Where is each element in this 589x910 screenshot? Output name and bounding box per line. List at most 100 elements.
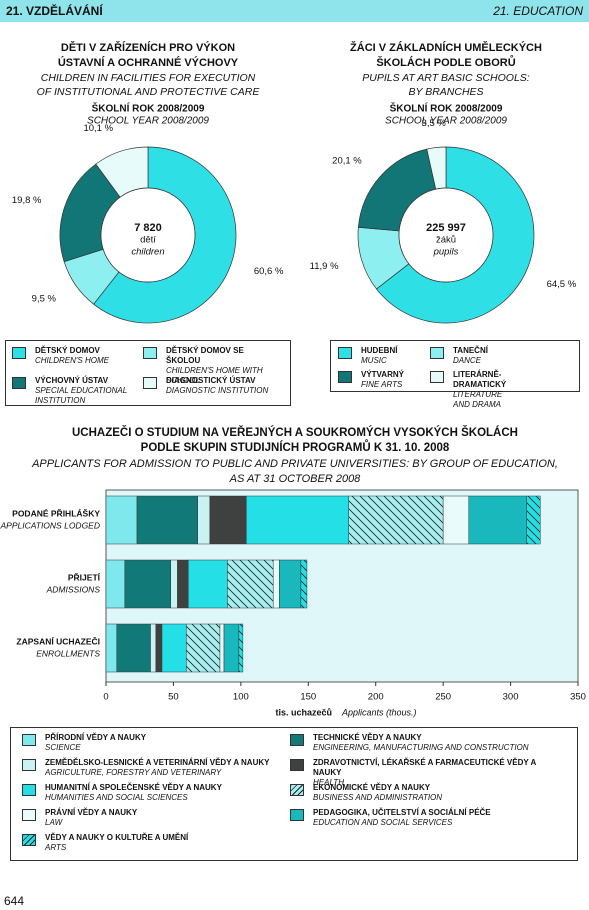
legend-label-en: MUSIC [361, 356, 387, 365]
legend-item: PRÁVNÍ VĚDY A NAUKY LAW [22, 808, 286, 828]
bar-segment [219, 623, 225, 673]
legend-item: DĚTSKÝ DOMOV SE ŠKOLOU CHILDREN'S HOME WI… [143, 346, 270, 386]
chart-title: ŽÁCI V ZÁKLADNÍCH UMĚLECKÝCH [350, 41, 542, 54]
legend-item: VÝCHOVNÝ ÚSTAV SPECIAL EDUCATIONAL INSTIT… [12, 376, 139, 406]
bar-segment [161, 623, 187, 673]
legend-text: ZDRAVOTNICTVÍ, LÉKAŘSKÉ A FARMACEUTICKÉ … [313, 758, 554, 788]
legend-item: TECHNICKÉ VĚDY A NAUKY ENGINEERING, MANUF… [290, 733, 554, 753]
legend-label: PRÁVNÍ VĚDY A NAUKY [45, 808, 138, 817]
x-tick-label: 350 [570, 692, 586, 703]
legend-swatch [430, 371, 444, 383]
bar-segment [209, 495, 247, 545]
legend-label: TANEČNÍ [453, 346, 488, 355]
legend-label: TECHNICKÉ VĚDY A NAUKY [313, 733, 422, 742]
bar-segment [223, 623, 240, 673]
legend-swatch [338, 347, 352, 359]
school-year-en: SCHOOL YEAR 2008/2009 [385, 116, 507, 127]
bar-segment [155, 623, 163, 673]
bar-segment [116, 623, 151, 673]
legend-text: VÝTVARNÝ FINE ARTS [361, 370, 404, 390]
chart-subtitle: PUPILS AT ART BASIC SCHOOLS: [362, 72, 530, 84]
legend-label-en: DIAGNOSTIC INSTITUTION [166, 386, 269, 395]
legend-swatch [290, 759, 304, 771]
legend-text: EKONOMICKÉ VĚDY A NAUKY BUSINESS AND ADMI… [313, 783, 442, 803]
y-tick-label: PŘIJETÍ [68, 571, 101, 582]
bar-segment [177, 559, 189, 609]
legend-label-en: FINE ARTS [361, 380, 403, 389]
bar-segment [300, 559, 308, 609]
legend-label: PEDAGOGIKA, UČITELSTVÍ A SOCIÁLNÍ PÉČE [313, 808, 491, 817]
bar-segment [150, 623, 157, 673]
chart-subtitle: CHILDREN IN FACILITIES FOR EXECUTION [41, 72, 256, 84]
center-text: children [131, 247, 164, 258]
legend-swatch [290, 734, 304, 746]
bar-segment [188, 559, 228, 609]
legend-text: HUDEBNÍ MUSIC [361, 346, 397, 366]
header-left: 21. VZDĚLÁVÁNÍ [6, 3, 103, 18]
school-year-en: SCHOOL YEAR 2008/2009 [87, 116, 209, 127]
legend-label-en: SPECIAL EDUCATIONAL INSTITUTION [35, 386, 128, 405]
legend-label-en: LITERATURE AND DRAMA [453, 390, 503, 409]
y-tick-label: PODANÉ PŘIHLÁŠKY [12, 507, 100, 518]
bar-segment [468, 495, 528, 545]
school-year: ŠKOLNÍ ROK 2008/2009 [390, 102, 503, 115]
legend-label-en: ARTS [45, 843, 67, 852]
y-tick-label-en: ADMISSIONS [46, 584, 101, 594]
bar-segment [136, 495, 198, 545]
legend-item: DĚTSKÝ DOMOV CHILDREN'S HOME [12, 346, 139, 366]
chart-title: PODLE SKUPIN STUDIJNÍCH PROGRAMŮ K 31. 1… [141, 440, 450, 454]
legend-label: EKONOMICKÉ VĚDY A NAUKY [313, 783, 431, 792]
legend-item: VĚDY A NAUKY O KULTUŘE A UMĚNÍ ARTS [22, 833, 286, 853]
legend-swatch [12, 377, 26, 389]
value-label: 9,5 % [32, 293, 57, 304]
bar-segment [105, 623, 118, 673]
legend-label: VÝCHOVNÝ ÚSTAV [35, 376, 109, 385]
chart-title: UCHAZEČI O STUDIUM NA VEŘEJNÝCH A SOUKRO… [72, 426, 518, 439]
bar-segment [246, 495, 349, 545]
legend-label-en: EDUCATION AND SOCIAL SERVICES [313, 818, 453, 827]
legend-item: PŘÍRODNÍ VĚDY A NAUKY SCIENCE [22, 733, 286, 753]
legend-swatch [22, 834, 36, 846]
legend-text: PEDAGOGIKA, UČITELSTVÍ A SOCIÁLNÍ PÉČE ED… [313, 808, 491, 828]
legend-text: TANEČNÍ DANCE [453, 346, 488, 366]
legend-label-en: DANCE [453, 356, 482, 365]
school-year: ŠKOLNÍ ROK 2008/2009 [92, 102, 205, 115]
bar-segment [170, 559, 178, 609]
legend-label: HUDEBNÍ [361, 346, 398, 355]
legend-swatch [290, 784, 304, 796]
value-label: 11,9 % [310, 261, 339, 272]
legend-item: TANEČNÍ DANCE [430, 346, 518, 366]
bar-segment [105, 495, 138, 545]
chart-subtitle: AS AT 31 OCTOBER 2008 [229, 473, 362, 485]
center-text: dětí [140, 235, 156, 246]
legend-swatch [12, 347, 26, 359]
x-tick-label: 200 [368, 692, 384, 703]
bar-segment [197, 495, 211, 545]
legend-text: PŘÍRODNÍ VĚDY A NAUKY SCIENCE [45, 733, 146, 753]
x-tick-label: 0 [103, 692, 108, 703]
legend [10, 727, 578, 861]
page-number: 644 [4, 894, 24, 908]
legend-label: HUMANITNÍ A SPOLEČENSKÉ VĚDY A NAUKY [45, 783, 222, 792]
x-tick-label: 50 [168, 692, 179, 703]
chart-title: DĚTI V ZAŘÍZENÍCH PRO VÝKON [61, 41, 235, 54]
chart-subtitle: APPLICANTS FOR ADMISSION TO PUBLIC AND P… [31, 458, 558, 470]
legend-label: LITERÁRNĚ-DRAMATICKÝ [453, 370, 507, 389]
legend-label: PŘÍRODNÍ VĚDY A NAUKY [45, 733, 147, 742]
legend-label: DĚTSKÝ DOMOV SE ŠKOLOU [166, 346, 244, 365]
legend-swatch [143, 377, 157, 389]
value-label: 64,5 % [547, 279, 577, 290]
legend [330, 340, 580, 392]
legend-swatch [22, 734, 36, 746]
legend-label: VÝTVARNÝ [361, 370, 404, 379]
legend-label-en: SCIENCE [45, 743, 81, 752]
center-text: 225 997 [426, 222, 466, 234]
bar-segment [105, 559, 126, 609]
legend-label-en: CHILDREN'S HOME [35, 356, 109, 365]
x-tick-label: 300 [503, 692, 519, 703]
legend-item: EKONOMICKÉ VĚDY A NAUKY BUSINESS AND ADMI… [290, 783, 554, 803]
legend-swatch [22, 809, 36, 821]
legend-label-en: LAW [45, 818, 63, 827]
center-text: pupils [433, 247, 459, 258]
header-bar [0, 0, 589, 22]
